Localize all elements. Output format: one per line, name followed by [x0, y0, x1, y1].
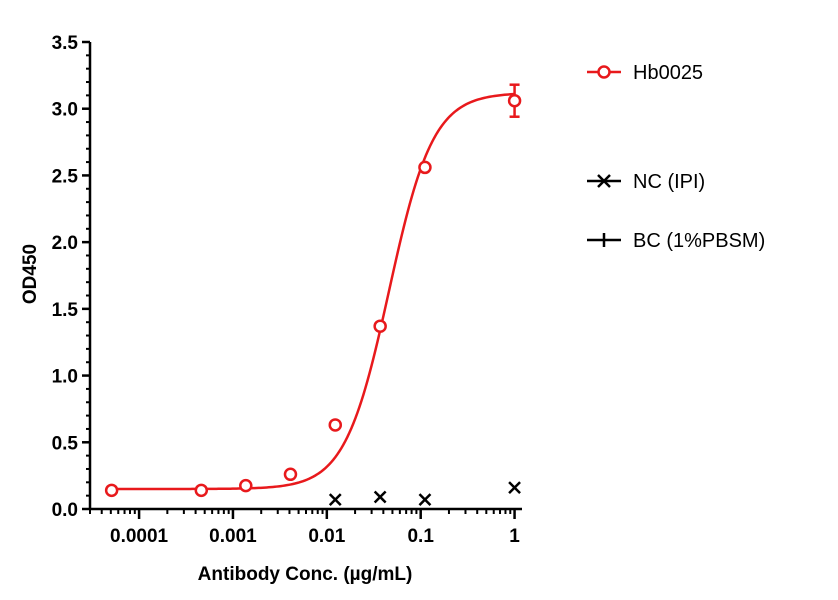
plot-area — [104, 83, 522, 507]
hb0025-point — [507, 93, 522, 108]
hb0025-point — [194, 483, 209, 498]
legend-item: NC (IPI) — [587, 171, 705, 193]
y-tick-label: 2.5 — [52, 166, 79, 187]
hb0025-point — [418, 160, 432, 175]
x-tick-label: 1 — [509, 526, 520, 547]
legend-label: Hb0025 — [633, 62, 703, 84]
legend-item: Hb0025 — [587, 62, 703, 84]
nc-point — [418, 493, 432, 507]
nc-point — [328, 493, 342, 507]
y-tick-label: 0.0 — [52, 500, 78, 521]
x-tick-label: 0.01 — [308, 526, 345, 547]
hb0025-point — [239, 478, 253, 493]
x-axis-title: Antibody Conc. (µg/mL) — [198, 564, 413, 585]
legend-label: NC (IPI) — [633, 171, 705, 193]
y-tick-label: 3.0 — [52, 100, 78, 121]
x-tick-label: 0.0001 — [110, 526, 169, 547]
y-axis-title: OD450 — [20, 244, 41, 304]
hb0025-point — [328, 418, 343, 432]
x-tick-label: 0.001 — [209, 526, 257, 547]
hb0025-point — [104, 483, 119, 498]
x-tick-label: 0.1 — [407, 526, 434, 547]
y-tick-label: 1.0 — [52, 367, 78, 388]
y-axis: 0.0 0.5 1.0 1.5 2.0 2.5 3.0 3.5 — [52, 33, 92, 521]
y-tick-label: 3.5 — [52, 33, 79, 54]
hb0025-point — [283, 467, 298, 482]
hb0025-fit-curve — [111, 92, 515, 491]
legend-circle-marker — [597, 65, 611, 79]
nc-point — [373, 490, 387, 504]
legend-x-marker — [597, 174, 611, 188]
y-tick-label: 0.5 — [52, 433, 79, 454]
y-tick-label: 2.0 — [52, 233, 78, 254]
legend: Hb0025 NC (IPI) BC (1%PBSM) — [587, 62, 765, 252]
nc-point — [508, 481, 521, 495]
legend-label: BC (1%PBSM) — [633, 230, 765, 252]
legend-item: BC (1%PBSM) — [587, 230, 765, 252]
y-tick-label: 1.5 — [52, 300, 79, 321]
hb0025-point — [373, 319, 387, 333]
x-axis: 0.0001 0.001 0.01 0.1 1 — [89, 507, 522, 547]
